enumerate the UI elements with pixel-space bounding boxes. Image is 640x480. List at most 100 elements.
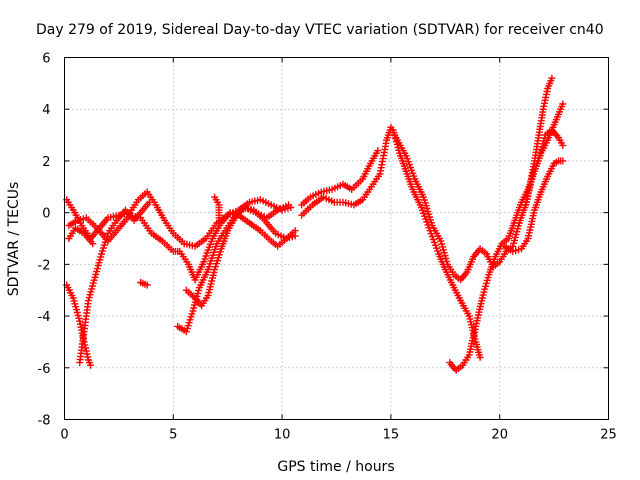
data-point <box>562 103 564 105</box>
data-point <box>538 134 540 136</box>
data-point <box>444 268 447 271</box>
data-point <box>139 281 142 284</box>
data-point <box>420 206 423 209</box>
data-point <box>448 361 451 364</box>
data-point <box>187 263 190 266</box>
data-point <box>72 209 75 211</box>
data-point <box>505 250 508 253</box>
y-axis-label: SDTVAR / TECUs <box>6 182 22 297</box>
data-point <box>235 214 238 217</box>
data-point <box>218 217 220 219</box>
y-tick-label: -2 <box>38 258 51 273</box>
data-point <box>361 198 364 201</box>
data-point <box>115 219 118 222</box>
x-tick-label: 10 <box>274 428 291 443</box>
data-point <box>213 196 216 198</box>
data-point <box>89 364 92 367</box>
series-track-6 <box>137 279 151 289</box>
data-point <box>414 178 416 180</box>
data-point <box>422 196 425 198</box>
data-point <box>540 152 542 154</box>
data-point <box>107 240 109 242</box>
data-point <box>474 325 477 328</box>
series-markers <box>211 193 223 222</box>
data-point <box>411 188 414 191</box>
data-point <box>96 227 98 229</box>
data-point <box>211 237 214 240</box>
data-point <box>437 253 440 255</box>
data-point <box>520 248 523 250</box>
data-point <box>385 139 388 142</box>
data-point <box>290 206 292 209</box>
series-track-14 <box>500 157 567 255</box>
data-point <box>466 271 468 273</box>
data-point <box>405 154 407 157</box>
series-track-10 <box>298 147 382 209</box>
data-point <box>542 108 545 111</box>
data-point <box>83 232 85 235</box>
data-point <box>390 126 392 129</box>
data-point <box>185 330 188 333</box>
data-point <box>163 219 166 222</box>
data-point <box>68 237 70 240</box>
data-point <box>431 224 434 227</box>
data-point <box>65 284 68 286</box>
data-point <box>172 232 175 235</box>
data-point <box>429 229 431 232</box>
data-point <box>100 253 103 255</box>
y-tick-label: -6 <box>38 362 51 377</box>
x-tick-label: 5 <box>169 428 177 443</box>
data-point <box>205 237 207 240</box>
data-point <box>76 219 79 222</box>
data-point <box>468 315 471 317</box>
data-point <box>350 188 353 191</box>
data-point <box>200 304 203 307</box>
data-point <box>300 214 303 217</box>
data-point <box>287 204 290 206</box>
series-markers <box>137 279 151 289</box>
data-point <box>81 224 83 227</box>
data-point <box>455 369 457 372</box>
series-markers <box>446 100 567 374</box>
series-track-12 <box>389 126 484 361</box>
data-point <box>285 237 288 240</box>
data-point <box>472 255 475 258</box>
data-point <box>479 248 481 250</box>
data-point <box>511 245 514 248</box>
data-point <box>546 87 549 90</box>
data-point <box>525 204 527 206</box>
data-point <box>276 245 279 248</box>
data-point <box>85 217 88 219</box>
x-tick-label: 15 <box>383 428 400 443</box>
data-point <box>398 152 401 154</box>
data-point <box>488 273 490 276</box>
data-point <box>194 297 196 299</box>
data-point <box>259 198 262 201</box>
series-track-4 <box>76 198 153 367</box>
data-point <box>118 227 120 229</box>
data-point <box>507 237 510 240</box>
data-point <box>270 240 273 242</box>
data-point <box>322 196 325 198</box>
data-point <box>74 227 77 229</box>
data-point <box>192 310 194 312</box>
series-track-2 <box>65 209 299 284</box>
data-point <box>91 242 94 245</box>
data-point <box>94 276 96 279</box>
data-point <box>479 356 481 359</box>
data-point <box>294 235 296 237</box>
data-point <box>320 191 323 193</box>
data-point <box>485 253 488 255</box>
data-point <box>65 198 68 201</box>
x-tick-label: 20 <box>491 428 508 443</box>
data-point <box>440 240 442 242</box>
series-track-9 <box>211 193 223 222</box>
data-point <box>562 160 564 162</box>
data-point <box>72 297 75 299</box>
data-point <box>244 206 246 209</box>
data-point <box>553 162 555 165</box>
data-point <box>107 232 109 235</box>
data-point <box>342 201 344 204</box>
data-point <box>300 204 303 206</box>
